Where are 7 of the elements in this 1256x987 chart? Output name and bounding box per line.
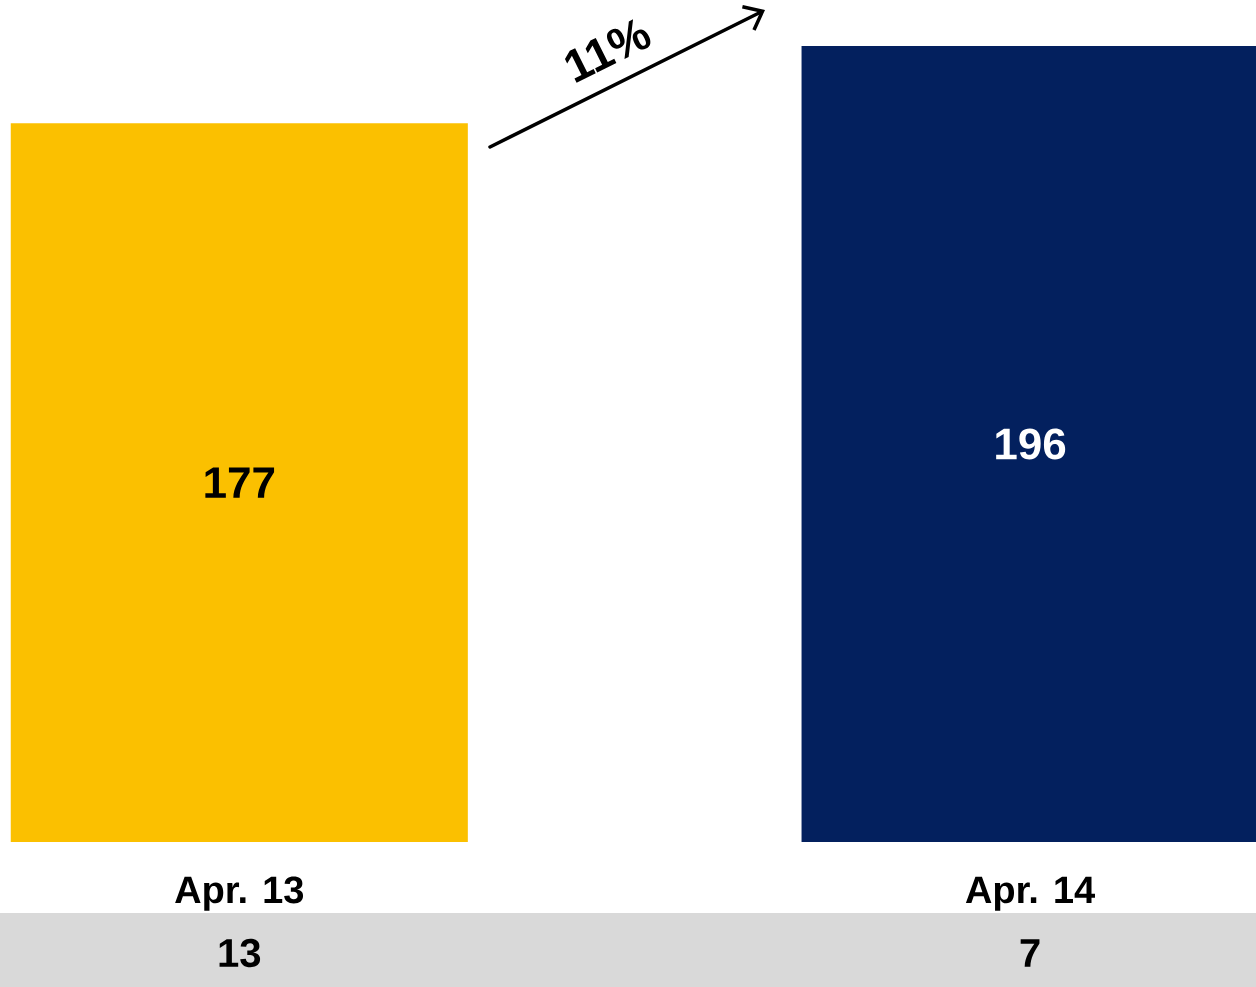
annotation: 11% xyxy=(564,19,651,83)
data-label: 177 xyxy=(205,467,275,498)
text: 13 xyxy=(219,938,261,968)
x-tick-label: Apr. 13 xyxy=(175,876,304,911)
data-label: 196 xyxy=(996,428,1066,460)
text: 7 xyxy=(1020,939,1040,967)
x-tick-label: Apr. 14 xyxy=(965,876,1095,911)
